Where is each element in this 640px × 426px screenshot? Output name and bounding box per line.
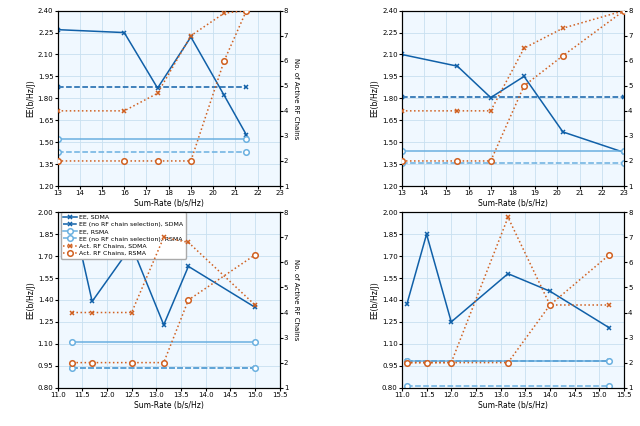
- Y-axis label: EE(b/Hz/J): EE(b/Hz/J): [370, 281, 379, 319]
- Y-axis label: EE(b/Hz/J): EE(b/Hz/J): [370, 80, 379, 117]
- X-axis label: Sum-Rate (b/s/Hz): Sum-Rate (b/s/Hz): [478, 400, 548, 410]
- X-axis label: Sum-Rate (b/s/Hz): Sum-Rate (b/s/Hz): [134, 199, 204, 208]
- Y-axis label: No. of Active RF Chains: No. of Active RF Chains: [294, 58, 300, 139]
- Y-axis label: No. of Active RF Chains: No. of Active RF Chains: [294, 259, 300, 341]
- Y-axis label: No. of Active RF Chains: No. of Active RF Chains: [638, 259, 640, 341]
- X-axis label: Sum-Rate (b/s/Hz): Sum-Rate (b/s/Hz): [478, 199, 548, 208]
- Y-axis label: EE(b/Hz/J): EE(b/Hz/J): [26, 281, 35, 319]
- X-axis label: Sum-Rate (b/s/Hz): Sum-Rate (b/s/Hz): [134, 400, 204, 410]
- Title: (a) Perfect CSIT, $b = 4$.: (a) Perfect CSIT, $b = 4$.: [116, 239, 221, 253]
- Y-axis label: EE(b/Hz/J): EE(b/Hz/J): [26, 80, 35, 117]
- Legend: EE, SDMA, EE (no RF chain selection), SDMA, EE, RSMA, EE (no RF chain selection): EE, SDMA, EE (no RF chain selection), SD…: [61, 212, 186, 259]
- Title: (b) Perfect CSIT, $b = 8$.: (b) Perfect CSIT, $b = 8$.: [460, 239, 566, 253]
- Y-axis label: No. of Active RF Chains: No. of Active RF Chains: [638, 58, 640, 139]
